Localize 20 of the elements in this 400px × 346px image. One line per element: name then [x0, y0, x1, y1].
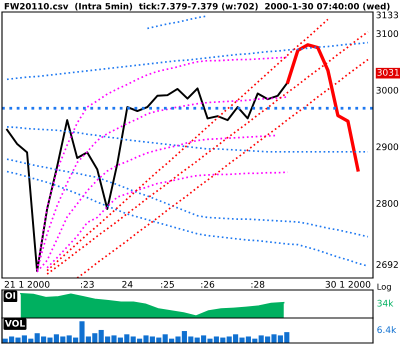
text: 3031	[377, 68, 399, 76]
x-tick-label: 21 1 2000	[4, 280, 50, 288]
x-tick-label: :26	[201, 280, 214, 288]
x-tick-label: :23	[81, 280, 94, 288]
annotation: OI	[5, 292, 16, 299]
y-tick-label: 3000	[376, 86, 398, 94]
text: Log	[378, 284, 391, 292]
x-tick-label: 24	[122, 280, 133, 288]
text: 6.4k	[377, 326, 396, 334]
x-tick-label: :25	[161, 280, 174, 288]
y-tick-label: 2800	[376, 200, 398, 207]
y-tick-label: 3100	[376, 30, 398, 38]
y-tick-label: 3133	[376, 12, 398, 18]
x-tick-label: :28	[251, 280, 264, 288]
x-tick-label: 30 1 2000	[326, 280, 370, 288]
y-tick-label: 2692	[376, 261, 398, 268]
y-tick-label: 2900	[376, 143, 398, 150]
text: 34k	[377, 300, 394, 307]
annotation: VOL	[4, 320, 25, 327]
chart-title: FW20110.csv (Intra 5min) tick:7.379-7.379 (w:702) 2000-1-30 07:40:00 (wed)	[4, 2, 390, 11]
